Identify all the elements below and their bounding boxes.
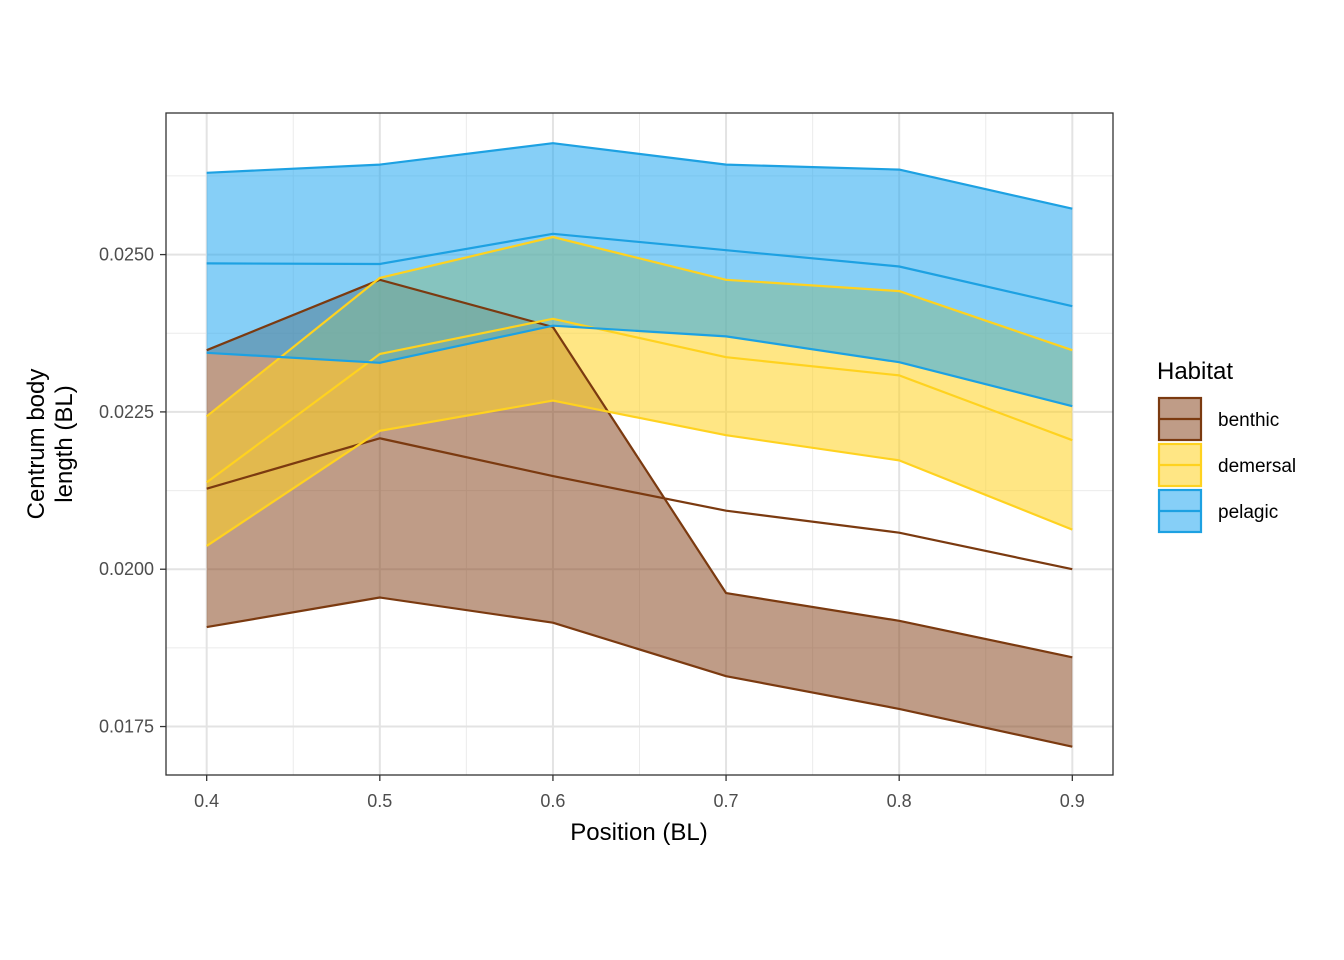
legend-item-pelagic: pelagic xyxy=(1157,488,1278,534)
line-demersal-mean xyxy=(206,317,1073,484)
y-tick-label: 0.0225 xyxy=(99,402,154,422)
x-tick-label: 0.4 xyxy=(194,791,219,811)
legend: Habitat benthic demersal pelagic xyxy=(1157,358,1296,534)
legend-title: Habitat xyxy=(1157,358,1233,385)
line-demersal-lower xyxy=(206,399,1073,547)
x-tick-label: 0.8 xyxy=(887,791,912,811)
y-tick-label: 0.0250 xyxy=(99,245,154,265)
legend-label-pelagic: pelagic xyxy=(1218,502,1278,523)
x-tick-label: 0.9 xyxy=(1060,791,1085,811)
confidence-bands xyxy=(206,143,1073,747)
legend-item-benthic: benthic xyxy=(1157,396,1279,442)
x-axis: 0.4 0.5 0.6 0.7 0.8 0.9 xyxy=(194,775,1085,811)
y-tick-label: 0.0175 xyxy=(99,717,154,737)
line-pelagic-mean xyxy=(206,232,1073,308)
y-tick-label: 0.0200 xyxy=(99,559,154,579)
y-axis-title-line-1: Centrum body xyxy=(23,369,50,520)
x-tick-label: 0.5 xyxy=(367,791,392,811)
line-pelagic-lower xyxy=(206,324,1073,408)
line-demersal-upper xyxy=(206,235,1073,418)
line-benthic-mean xyxy=(206,437,1073,571)
band-pelagic xyxy=(206,143,1073,407)
y-axis-title: Centrum body length (BL) xyxy=(23,369,78,520)
x-tick-label: 0.7 xyxy=(714,791,739,811)
legend-item-demersal: demersal xyxy=(1157,442,1296,488)
line-benthic-upper xyxy=(206,278,1073,659)
line-benthic-lower xyxy=(206,596,1073,748)
x-tick-label: 0.6 xyxy=(540,791,565,811)
legend-label-demersal: demersal xyxy=(1218,456,1296,477)
plot-border xyxy=(165,112,1114,776)
x-axis-title: Position (BL) xyxy=(570,819,707,846)
y-axis-title-line-2: length (BL) xyxy=(51,385,78,502)
line-pelagic-upper xyxy=(206,142,1073,210)
y-axis: 0.0175 0.0200 0.0225 0.0250 xyxy=(99,245,166,737)
legend-label-benthic: benthic xyxy=(1218,410,1279,431)
series-lines xyxy=(206,142,1073,748)
